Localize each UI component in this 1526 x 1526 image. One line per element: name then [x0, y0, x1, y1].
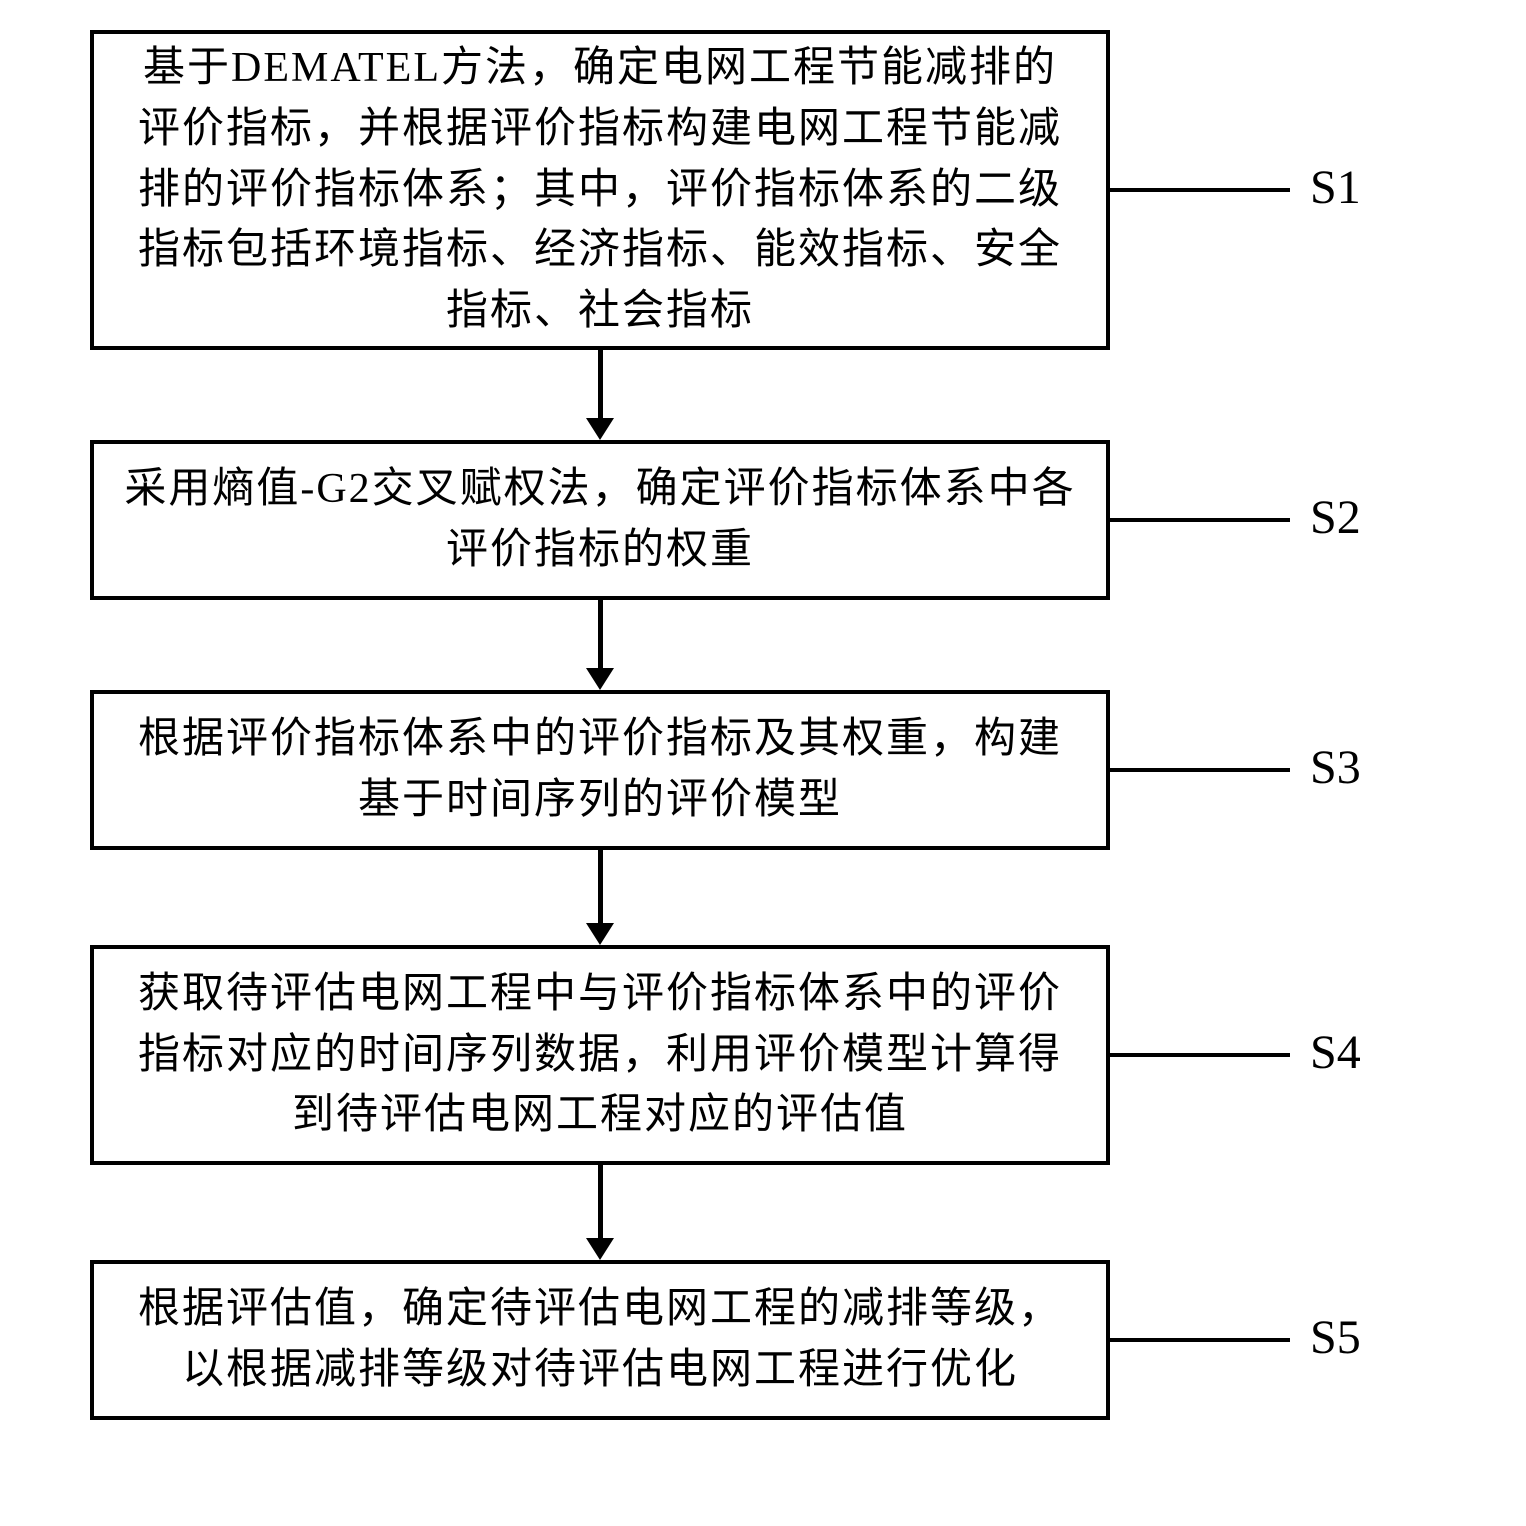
label-line-s2: [1110, 518, 1290, 522]
step-box-s3: 根据评价指标体系中的评价指标及其权重，构建基于时间序列的评价模型: [90, 690, 1110, 850]
arrow-head-s2-s3: [586, 668, 614, 690]
label-line-s5: [1110, 1338, 1290, 1342]
arrow-s3-s4: [598, 850, 603, 923]
label-line-s4: [1110, 1053, 1290, 1057]
arrow-s1-s2: [598, 350, 603, 418]
label-s3: S3: [1310, 740, 1361, 795]
arrow-head-s3-s4: [586, 923, 614, 945]
step-text-s1: 基于DEMATEL方法，确定电网工程节能减排的评价指标，并根据评价指标构建电网工…: [124, 38, 1076, 342]
label-s5: S5: [1310, 1310, 1361, 1365]
label-line-s3: [1110, 768, 1290, 772]
flowchart-container: 基于DEMATEL方法，确定电网工程节能减排的评价指标，并根据评价指标构建电网工…: [0, 0, 1526, 1526]
step-box-s5: 根据评估值，确定待评估电网工程的减排等级，以根据减排等级对待评估电网工程进行优化: [90, 1260, 1110, 1420]
label-s4: S4: [1310, 1025, 1361, 1080]
arrow-s4-s5: [598, 1165, 603, 1238]
step-text-s2: 采用熵值-G2交叉赋权法，确定评价指标体系中各评价指标的权重: [124, 459, 1076, 581]
label-s1: S1: [1310, 160, 1361, 215]
arrow-head-s4-s5: [586, 1238, 614, 1260]
arrow-s2-s3: [598, 600, 603, 668]
step-text-s3: 根据评价指标体系中的评价指标及其权重，构建基于时间序列的评价模型: [124, 709, 1076, 831]
label-line-s1: [1110, 188, 1290, 192]
step-text-s5: 根据评估值，确定待评估电网工程的减排等级，以根据减排等级对待评估电网工程进行优化: [124, 1279, 1076, 1401]
label-s2: S2: [1310, 490, 1361, 545]
arrow-head-s1-s2: [586, 418, 614, 440]
step-text-s4: 获取待评估电网工程中与评价指标体系中的评价指标对应的时间序列数据，利用评价模型计…: [124, 964, 1076, 1147]
step-box-s1: 基于DEMATEL方法，确定电网工程节能减排的评价指标，并根据评价指标构建电网工…: [90, 30, 1110, 350]
step-box-s4: 获取待评估电网工程中与评价指标体系中的评价指标对应的时间序列数据，利用评价模型计…: [90, 945, 1110, 1165]
step-box-s2: 采用熵值-G2交叉赋权法，确定评价指标体系中各评价指标的权重: [90, 440, 1110, 600]
